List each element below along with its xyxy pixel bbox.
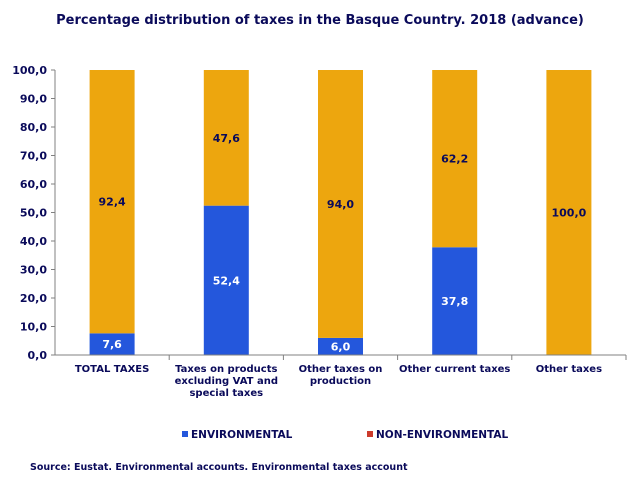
bar-environmental: [89, 333, 135, 355]
y-tick-label: 60,0: [20, 178, 47, 191]
y-tick-label: 30,0: [20, 264, 47, 277]
chart-title: Percentage distribution of taxes in the …: [56, 13, 584, 28]
bar-environmental: [203, 205, 249, 355]
plot-area: 0,0 10,0 20,0 30,0 40,0 50,0 60,0 70,0 80,0 90,0 1…: [12, 64, 627, 399]
data-label: 6,0: [331, 340, 351, 353]
y-tick-label: 40,0: [20, 235, 47, 248]
bar-non-environmental: [432, 70, 478, 248]
source-note: Source: Eustat. Environmental accounts. …: [30, 462, 408, 473]
y-tick-label: 70,0: [20, 150, 47, 163]
data-label: 7,6: [102, 338, 122, 351]
data-label: 52,4: [213, 274, 240, 287]
y-tick-label: 0,0: [28, 349, 48, 362]
category-label: special taxes: [189, 388, 263, 399]
data-label: 62,2: [441, 153, 468, 166]
y-tick-label: 100,0: [12, 64, 47, 77]
category-label: production: [310, 376, 371, 387]
category-label: Taxes on products: [175, 364, 277, 375]
y-tick-label: 50,0: [20, 207, 47, 220]
category-label: excluding VAT and: [175, 376, 278, 387]
category-label: Other taxes: [536, 364, 602, 375]
y-tick-label: 10,0: [20, 321, 47, 334]
y-tick-label: 90,0: [20, 93, 47, 106]
legend-swatch: [367, 431, 373, 437]
data-label: 47,6: [213, 132, 240, 145]
y-tick-label: 20,0: [20, 292, 47, 305]
category-label: TOTAL TAXES: [75, 364, 150, 375]
legend-label: NON-ENVIRONMENTAL: [376, 429, 509, 441]
data-label: 94,0: [327, 198, 354, 211]
bar-non-environmental: [318, 70, 363, 338]
bar-environmental: [432, 247, 478, 355]
category-label: Other current taxes: [399, 364, 510, 375]
y-tick-label: 80,0: [20, 121, 47, 134]
category-label: Other taxes on: [299, 364, 383, 375]
data-label: 92,4: [99, 196, 126, 209]
legend: ENVIRONMENTAL NON-ENVIRONMENTAL: [182, 429, 509, 441]
bar-non-environmental: [203, 70, 249, 206]
bar-non-environmental: [546, 70, 592, 355]
data-label: 37,8: [441, 295, 468, 308]
data-label: 100,0: [552, 207, 587, 220]
bar-environmental: [318, 337, 363, 355]
bar-non-environmental: [89, 70, 135, 334]
legend-swatch: [182, 431, 188, 437]
legend-label: ENVIRONMENTAL: [191, 429, 293, 441]
